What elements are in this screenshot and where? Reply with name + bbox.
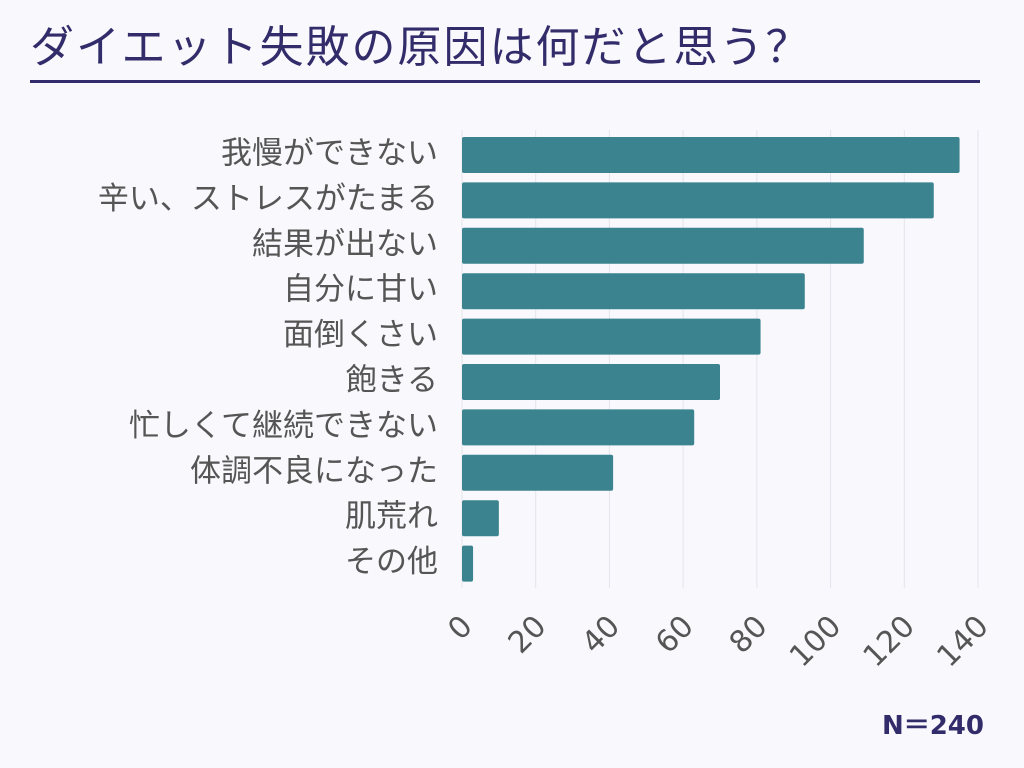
category-label: 飽きる [346,363,438,399]
x-tick-label: 80 [723,609,775,661]
category-label: 肌荒れ [345,499,438,535]
bar [462,182,934,219]
bar [462,137,960,173]
category-label: 自分に甘い [283,272,438,308]
bar [462,273,805,310]
category-label: 面倒くさい [283,317,438,353]
bar [462,500,499,537]
x-tick-label: 100 [783,609,848,674]
category-label: 忙しくて継続できない [129,408,438,444]
sample-size-note: N＝240 [881,711,984,741]
x-tick-label: 60 [649,609,701,661]
category-label: 体調不良になった [190,453,438,489]
bar [462,454,614,491]
category-label: 我慢ができない [221,136,438,172]
bar [462,409,695,446]
bar [462,545,474,582]
x-tick-label: 140 [930,609,995,674]
bar [462,318,761,355]
category-labels: 我慢ができない辛い、ストレスがたまる結果が出ない自分に甘い面倒くさい飽きる忙しく… [98,136,438,581]
chart-title: ダイエット失敗の原因は何だと思う？ [30,22,812,73]
category-label: その他 [345,544,438,580]
category-label: 結果が出ない [252,226,438,262]
x-tick-label: 0 [441,609,479,647]
bar [462,227,864,264]
category-label: 辛い、ストレスがたまる [98,181,438,217]
x-tick-label: 120 [857,609,922,674]
title-underline [30,80,980,83]
x-tick-label: 20 [502,609,554,661]
x-tick-label: 40 [575,609,627,661]
x-tick-labels: 0 20 40 60 80 100 120 140 [441,609,995,674]
bar [462,364,720,400]
bars [462,137,960,582]
